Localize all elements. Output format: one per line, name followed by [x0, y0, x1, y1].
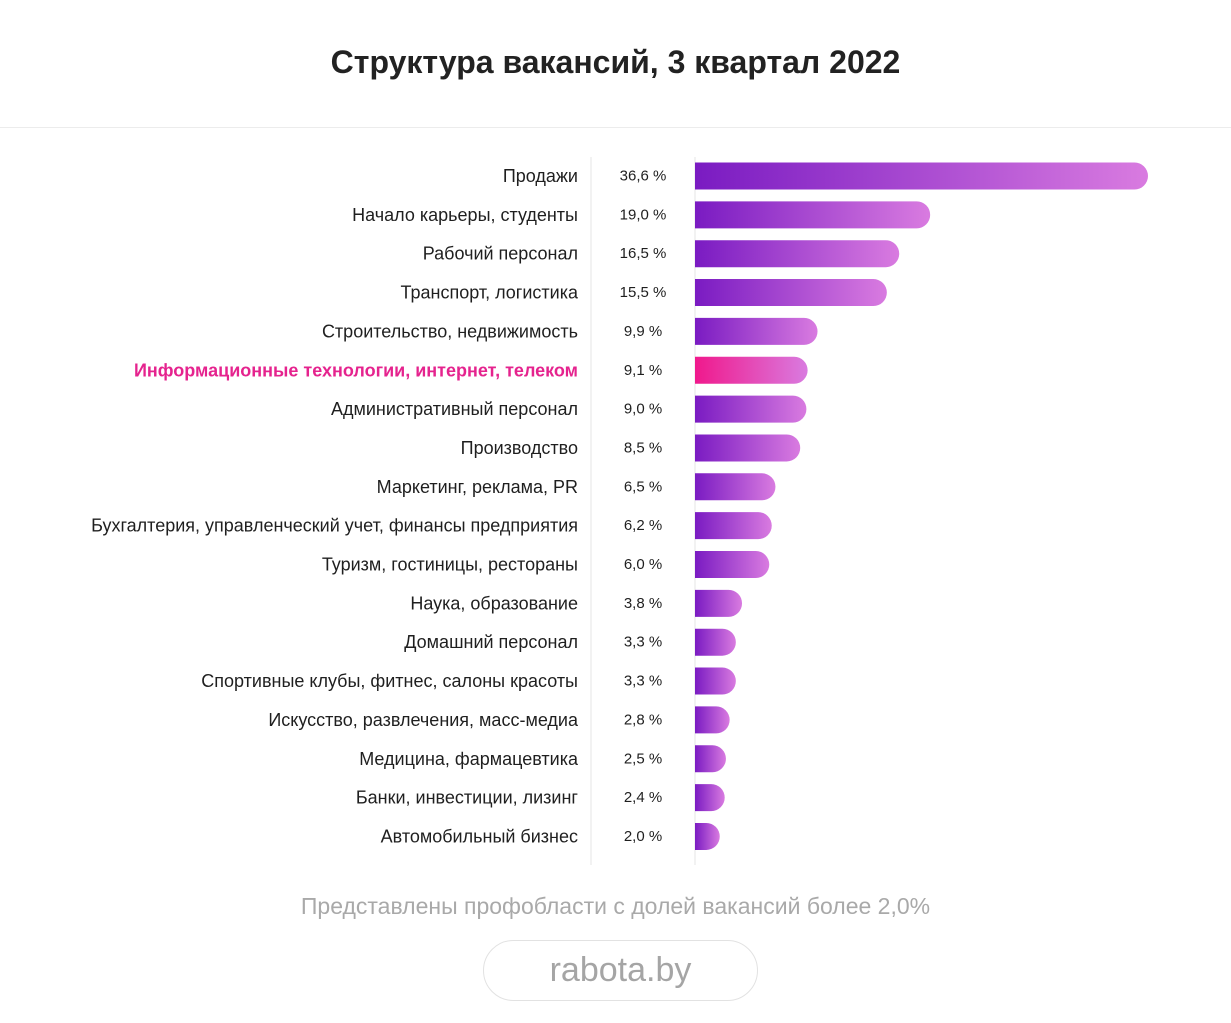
value-label: 16,5 % — [620, 245, 667, 262]
bar — [695, 473, 776, 501]
bar — [695, 706, 730, 734]
category-label: Автомобильный бизнес — [381, 826, 578, 846]
value-label: 3,8 % — [624, 595, 662, 612]
value-label: 15,5 % — [620, 284, 667, 301]
value-label: 3,3 % — [624, 634, 662, 651]
category-label: Начало карьеры, студенты — [352, 205, 578, 225]
category-label: Строительство, недвижимость — [322, 321, 578, 341]
category-label: Искусство, развлечения, масс-медиа — [268, 710, 579, 730]
bar — [695, 240, 900, 268]
category-label: Рабочий персонал — [423, 244, 578, 264]
category-label: Бухгалтерия, управленческий учет, финанс… — [91, 516, 578, 536]
category-label: Маркетинг, реклама, PR — [377, 477, 578, 497]
value-label: 3,3 % — [624, 673, 662, 690]
category-label: Информационные технологии, интернет, тел… — [134, 360, 578, 380]
value-label: 2,5 % — [624, 750, 662, 767]
category-label: Домашний персонал — [404, 632, 578, 652]
brand-text: rabota.by — [549, 951, 692, 989]
bar — [695, 162, 1148, 190]
bar — [695, 201, 931, 229]
bar-highlighted — [695, 356, 808, 384]
bar — [695, 434, 801, 462]
value-label: 9,0 % — [624, 401, 662, 418]
value-label: 6,2 % — [624, 517, 662, 534]
category-label: Транспорт, логистика — [401, 283, 579, 303]
value-label: 6,0 % — [624, 556, 662, 573]
bar — [695, 551, 770, 578]
category-label: Производство — [461, 438, 578, 458]
bar — [695, 784, 725, 812]
category-label: Спортивные клубы, фитнес, салоны красоты — [201, 671, 578, 691]
bar — [695, 822, 720, 850]
category-label: Наука, образование — [410, 593, 578, 613]
header-divider — [0, 127, 1231, 128]
value-label: 9,1 % — [624, 362, 662, 379]
bar — [695, 628, 736, 656]
bar — [695, 317, 818, 345]
value-label: 2,8 % — [624, 711, 662, 728]
category-label: Медицина, фармацевтика — [359, 749, 579, 769]
category-label: Продажи — [503, 166, 578, 186]
category-label: Туризм, гостиницы, рестораны — [322, 555, 578, 575]
value-label: 2,4 % — [624, 789, 662, 806]
chart-title: Структура вакансий, 3 квартал 2022 — [330, 44, 901, 80]
value-label: 6,5 % — [624, 478, 662, 495]
value-label: 8,5 % — [624, 439, 662, 456]
bar — [695, 395, 807, 423]
bar — [695, 589, 743, 617]
brand-logo[interactable]: rabota.by — [483, 940, 758, 1001]
bar — [695, 512, 772, 540]
value-label: 2,0 % — [624, 828, 662, 845]
bar-chart: Продажи 36,6 % Начало карьеры, студенты 19,… — [91, 157, 1148, 865]
value-label: 19,0 % — [620, 206, 667, 223]
bar — [695, 667, 736, 695]
bar — [695, 745, 726, 773]
bar — [695, 279, 887, 307]
category-label: Банки, инвестиции, лизинг — [356, 788, 579, 808]
footnote: Представлены профобласти с долей ваканси… — [300, 893, 931, 919]
value-label: 36,6 % — [620, 168, 667, 185]
category-label: Административный персонал — [331, 399, 578, 419]
value-label: 9,9 % — [624, 323, 662, 340]
